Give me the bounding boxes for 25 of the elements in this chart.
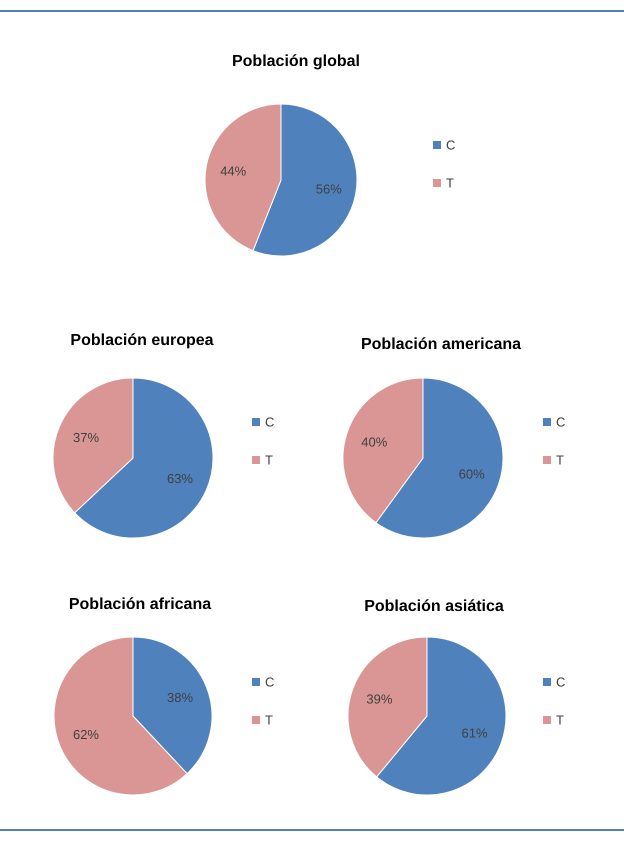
chart-title: Población africana [68,596,212,613]
legend-label: T [265,452,273,468]
legend-label: T [265,712,273,728]
legend-label: C [265,674,274,690]
chart-title: Población asiática [364,598,504,615]
data-label: 40% [361,434,388,450]
data-label: 44% [220,163,247,178]
data-label: 37% [72,430,100,446]
data-label: 38% [166,690,194,705]
chart-title: Población europea [70,332,214,349]
legend-label: C [556,674,566,690]
legend-label: C [556,414,566,430]
legend-label: T [556,712,564,728]
data-label: 56% [316,182,342,197]
chart-title: Población americana [360,336,522,353]
data-label: 63% [166,470,194,486]
data-label: 39% [366,691,393,706]
legend-label: T [556,452,564,468]
data-label: 60% [458,466,486,482]
chart-title: Población global [232,53,360,70]
legend-label: C [446,138,456,153]
legend-label: C [265,414,274,430]
data-label: 61% [462,726,488,741]
legend-label: T [446,176,454,191]
data-label: 62% [72,727,100,742]
